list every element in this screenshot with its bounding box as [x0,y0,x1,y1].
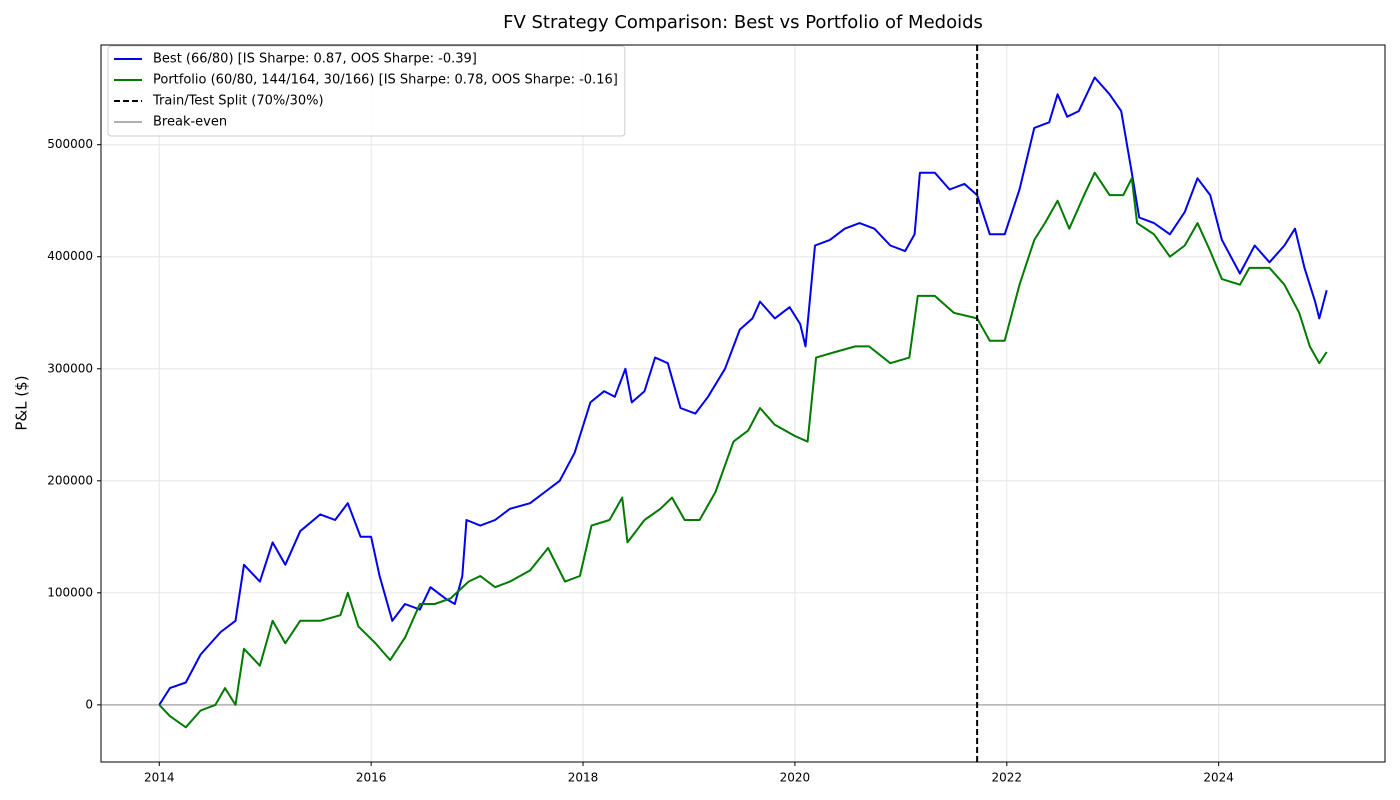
y-tick-label: 200000 [47,473,93,487]
legend-label: Best (66/80) [IS Sharpe: 0.87, OOS Sharp… [153,52,477,67]
x-tick-label: 2020 [780,771,811,785]
plot-frame [100,44,1386,763]
y-tick-label: 300000 [47,361,93,375]
series-line [158,76,1328,706]
y-axis-label: P&L ($) [13,375,31,430]
x-tick-label: 2022 [992,771,1023,785]
y-tick-label: 0 [85,697,93,711]
y-tick-label: 100000 [47,585,93,599]
series-line [158,171,1328,729]
legend-box [107,45,626,137]
x-tick-label: 2016 [356,771,387,785]
chart-title: FV Strategy Comparison: Best vs Portfoli… [503,12,983,33]
legend-label: Train/Test Split (70%/30%) [152,94,324,109]
x-tick-label: 2018 [568,771,599,785]
legend-label: Break-even [153,115,227,130]
y-tick-label: 500000 [47,137,93,151]
x-tick-label: 2014 [144,771,175,785]
x-tick-label: 2024 [1203,771,1234,785]
legend-label: Portfolio (60/80, 144/164, 30/166) [IS S… [153,73,618,88]
y-tick-label: 400000 [47,249,93,263]
